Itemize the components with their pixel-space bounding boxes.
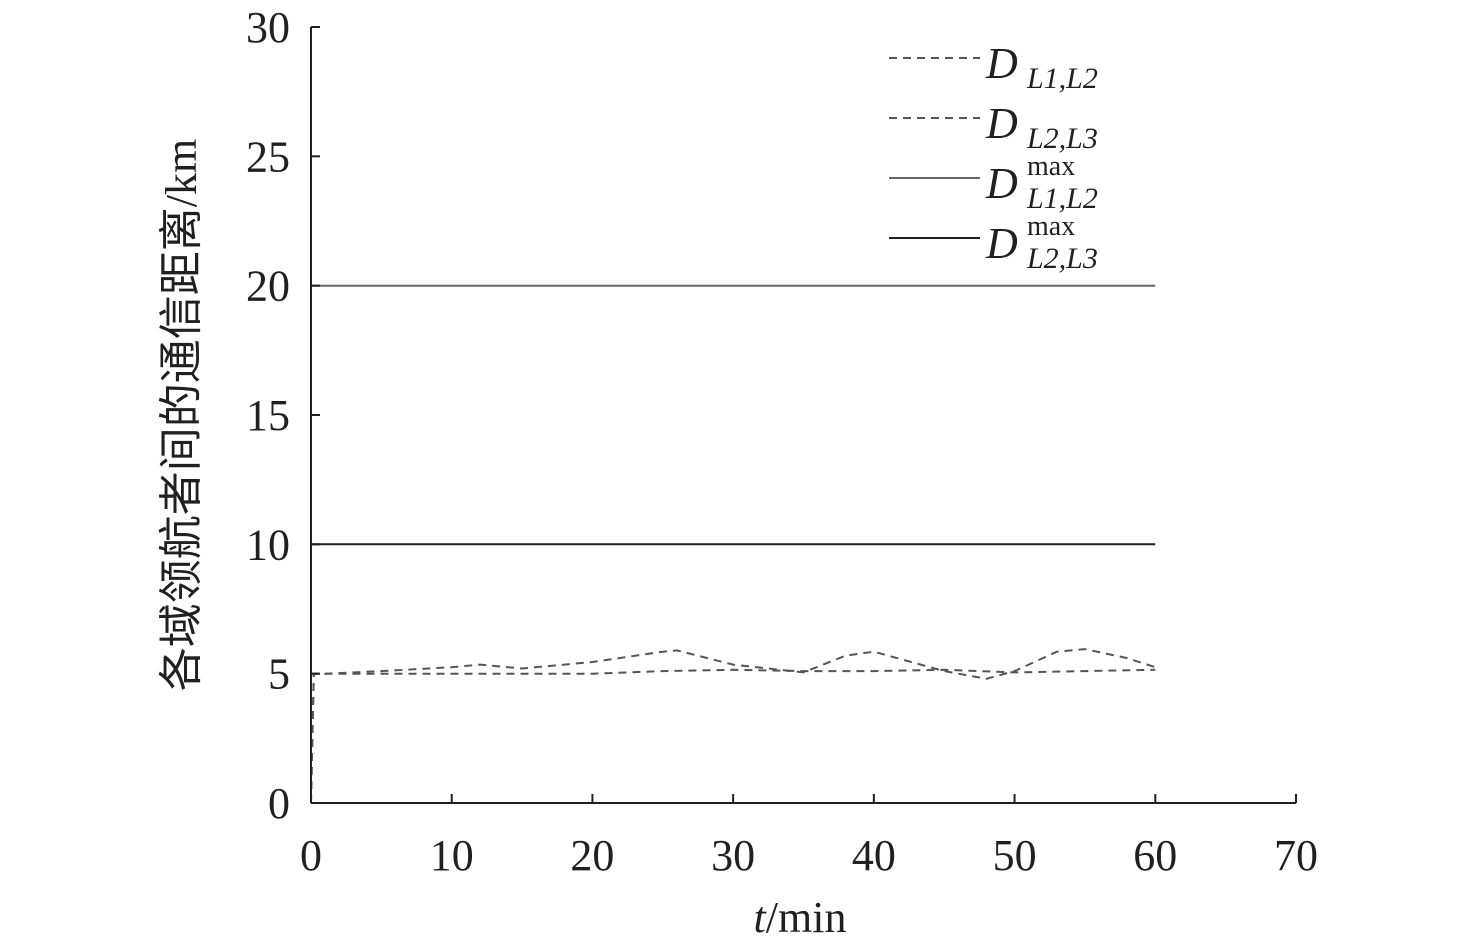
x-tick-label: 70 xyxy=(1274,831,1318,880)
y-tick-label: 10 xyxy=(246,520,290,569)
legend-label: D xyxy=(985,99,1018,148)
legend-label: D xyxy=(985,39,1018,88)
y-tick-label: 30 xyxy=(246,3,290,52)
y-tick-label: 20 xyxy=(246,262,290,311)
x-axis-title-italic: t xyxy=(754,893,768,942)
legend-label: D xyxy=(985,219,1018,268)
x-axis-title: t/min xyxy=(754,893,847,942)
x-tick-label: 40 xyxy=(852,831,896,880)
axes xyxy=(310,27,1296,804)
series-line-2 xyxy=(310,648,1156,804)
x-tick-label: 60 xyxy=(1133,831,1177,880)
y-axis-title: 各域领航者间的通信距离/km xyxy=(157,139,206,691)
legend-label-subscript: L2,L3 xyxy=(1026,122,1098,155)
legend-item-2: D L2,L3 xyxy=(889,99,1098,155)
y-tick-label: 0 xyxy=(268,779,290,828)
series-line-1 xyxy=(310,668,1156,804)
x-axis-title-unit: /min xyxy=(766,893,847,942)
x-tick-label: 20 xyxy=(570,831,614,880)
legend-label: D xyxy=(985,159,1018,208)
y-ticks: 0 5 10 15 20 25 30 xyxy=(246,3,320,828)
y-tick-label: 5 xyxy=(268,650,290,699)
x-ticks: 0 10 20 30 40 50 60 70 xyxy=(300,794,1318,880)
x-tick-label: 50 xyxy=(993,831,1037,880)
x-tick-label: 0 xyxy=(300,831,322,880)
legend-item-1: D L1,L2 xyxy=(889,39,1098,95)
x-tick-label: 10 xyxy=(430,831,474,880)
legend-label-superscript: max xyxy=(1027,151,1075,182)
y-tick-label: 15 xyxy=(246,391,290,440)
legend-label-superscript: max xyxy=(1027,211,1075,242)
legend-label-subscript: L1,L2 xyxy=(1026,182,1098,215)
plot-lines xyxy=(310,284,1156,804)
legend-label-subscript: L2,L3 xyxy=(1026,242,1098,275)
y-tick-label: 25 xyxy=(246,132,290,181)
x-tick-label: 30 xyxy=(711,831,755,880)
legend-label-subscript: L1,L2 xyxy=(1026,62,1098,95)
